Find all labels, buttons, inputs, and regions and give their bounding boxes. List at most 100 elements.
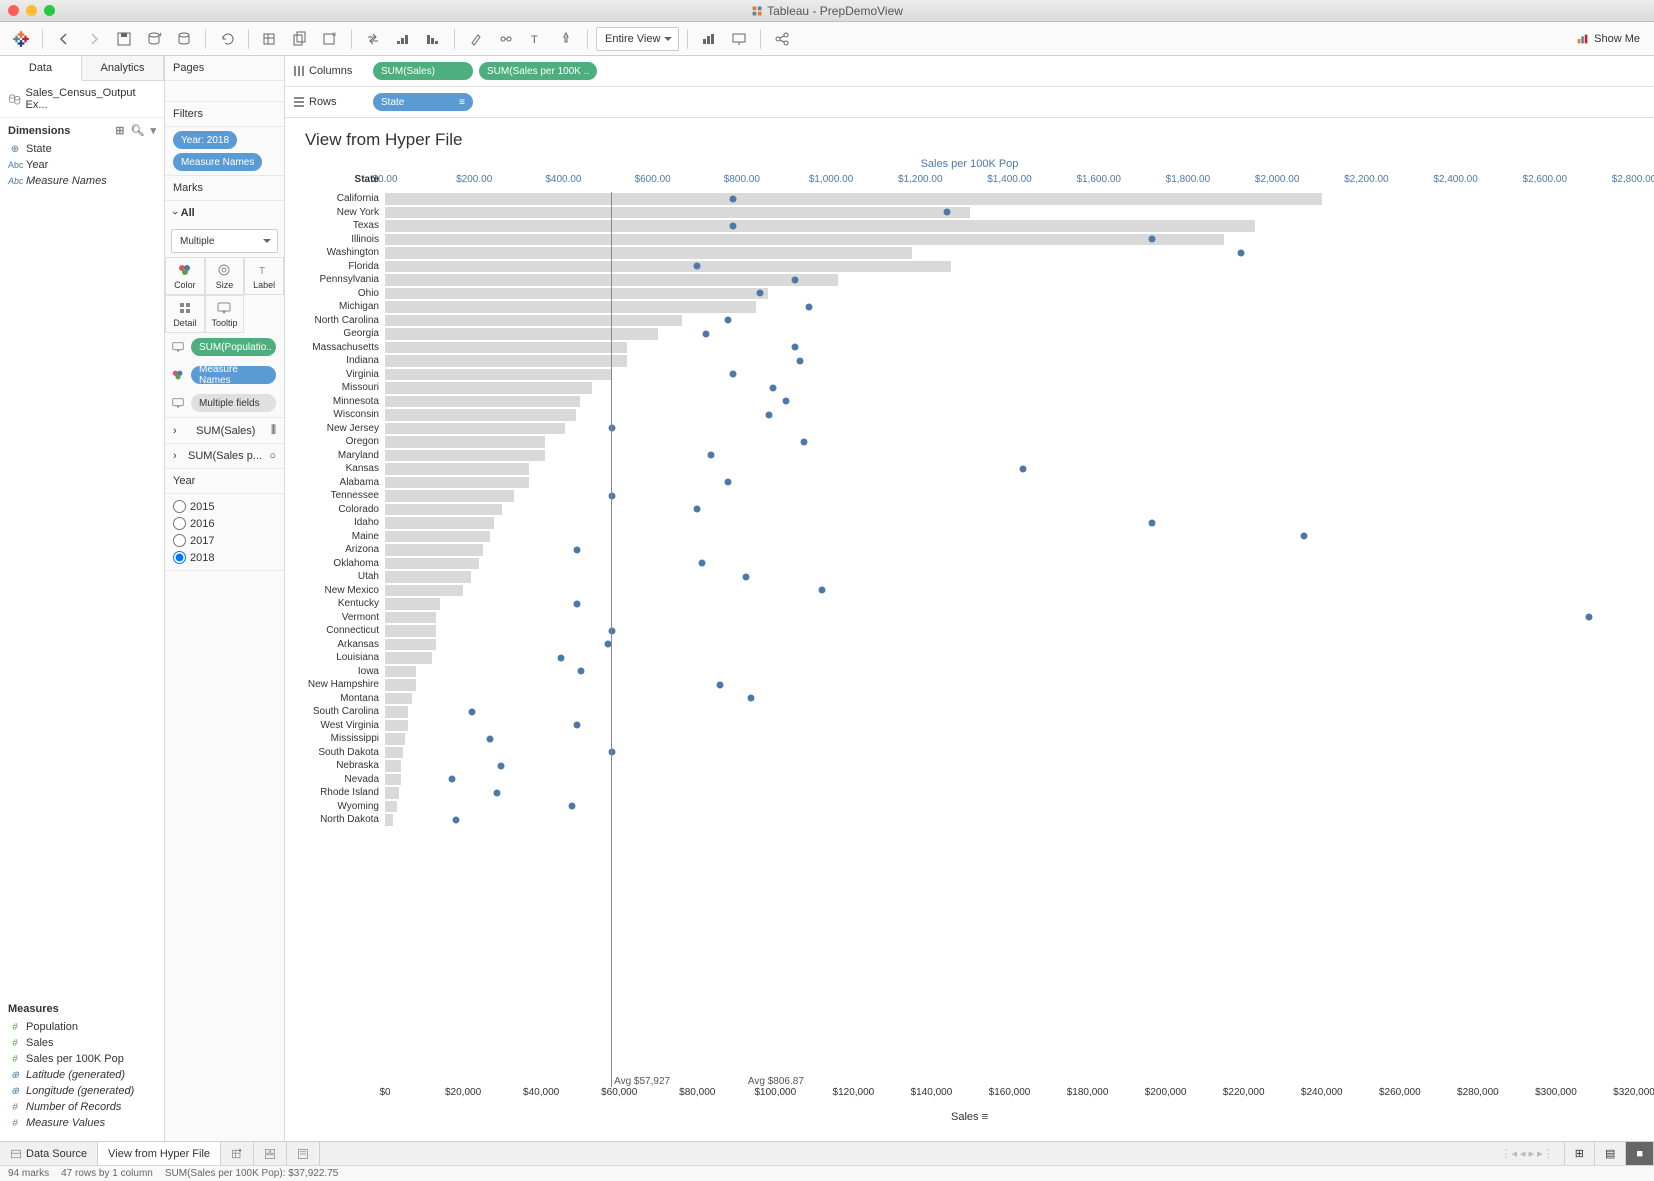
chart-row[interactable]: California <box>305 192 1634 206</box>
data-source-tab[interactable]: Data Source <box>0 1142 98 1165</box>
tab-data[interactable]: Data <box>0 56 82 81</box>
tab-analytics[interactable]: Analytics <box>82 56 164 80</box>
marks-sumsales-toggle[interactable]: SUM(Sales)⫼ <box>165 417 284 443</box>
clear-sheet-icon[interactable]: × <box>317 26 343 52</box>
year-option-2018[interactable]: 2018 <box>173 549 276 566</box>
marks-tooltip-button[interactable]: Tooltip <box>205 295 245 333</box>
year-option-2016[interactable]: 2016 <box>173 515 276 532</box>
datasource-item[interactable]: Sales_Census_Output Ex... <box>0 81 164 118</box>
mark-type-selector[interactable]: Multiple <box>171 229 278 253</box>
field-year[interactable]: AbcYear <box>8 157 156 173</box>
chart-row[interactable]: Michigan <box>305 300 1634 314</box>
chart-row[interactable]: Oklahoma <box>305 557 1634 571</box>
show-me-button[interactable]: Show Me <box>1570 30 1646 48</box>
tableau-logo-icon[interactable] <box>8 26 34 52</box>
sort-asc-icon[interactable] <box>390 26 416 52</box>
marks-detail-button[interactable]: Detail <box>165 295 205 333</box>
search-fields-icon[interactable]: 🔍︎ <box>131 124 145 137</box>
chart-row[interactable]: Nevada <box>305 773 1634 787</box>
presentation-icon[interactable] <box>726 26 752 52</box>
text-label-icon[interactable]: T <box>523 26 549 52</box>
chart-row[interactable]: Kansas <box>305 462 1634 476</box>
undo-icon[interactable] <box>214 26 240 52</box>
maximize-window-button[interactable] <box>44 5 55 16</box>
sort-desc-icon[interactable] <box>420 26 446 52</box>
chart-row[interactable]: Vermont <box>305 611 1634 625</box>
minimize-window-button[interactable] <box>26 5 37 16</box>
chart-row[interactable]: North Carolina <box>305 314 1634 328</box>
chart-row[interactable]: Wisconsin <box>305 408 1634 422</box>
chart-row[interactable]: New Mexico <box>305 584 1634 598</box>
marks-size-button[interactable]: Size <box>205 257 245 295</box>
filmstrip-nav[interactable]: ⋮◂ ◂ ▸ ▸⋮ <box>1490 1142 1564 1165</box>
chart-row[interactable]: Washington <box>305 246 1634 260</box>
chart-row[interactable]: Arizona <box>305 543 1634 557</box>
field-sales[interactable]: #Sales <box>8 1035 156 1051</box>
share-icon[interactable] <box>769 26 795 52</box>
marks-all-toggle[interactable]: All <box>165 201 284 225</box>
chart-row[interactable]: Iowa <box>305 665 1634 679</box>
filter-pill[interactable]: Measure Names <box>173 153 262 171</box>
pause-updates-icon[interactable] <box>171 26 197 52</box>
chart-row[interactable]: Kentucky <box>305 597 1634 611</box>
marks-pill[interactable]: Multiple fields <box>191 394 276 412</box>
swap-axes-icon[interactable] <box>360 26 386 52</box>
chart-row[interactable]: Wyoming <box>305 800 1634 814</box>
chart-row[interactable]: Louisiana <box>305 651 1634 665</box>
fit-selector[interactable]: Entire View <box>596 27 679 51</box>
chart-row[interactable]: Tennessee <box>305 489 1634 503</box>
back-button[interactable] <box>51 26 77 52</box>
menu-chevron-icon[interactable]: ▾ <box>150 124 156 137</box>
marks-color-button[interactable]: Color <box>165 257 205 295</box>
chart-row[interactable]: Colorado <box>305 503 1634 517</box>
field-measure-values[interactable]: #Measure Values <box>8 1115 156 1131</box>
chart-row[interactable]: Utah <box>305 570 1634 584</box>
field-latitude-generated-[interactable]: ⊕Latitude (generated) <box>8 1067 156 1083</box>
chart-row[interactable]: Idaho <box>305 516 1634 530</box>
new-story-tab[interactable] <box>287 1142 320 1165</box>
chart-row[interactable]: Montana <box>305 692 1634 706</box>
field-measure-names[interactable]: AbcMeasure Names <box>8 173 156 189</box>
marks-pill[interactable]: Measure Names <box>191 366 276 384</box>
marks-sumsalesper-toggle[interactable]: SUM(Sales p...○ <box>165 443 284 468</box>
new-worksheet-icon[interactable] <box>257 26 283 52</box>
columns-pill[interactable]: SUM(Sales per 100K .. <box>479 62 597 80</box>
duplicate-sheet-icon[interactable] <box>287 26 313 52</box>
chart-row[interactable]: North Dakota <box>305 813 1634 827</box>
chart-row[interactable]: South Dakota <box>305 746 1634 760</box>
new-data-icon[interactable]: + <box>141 26 167 52</box>
chart-row[interactable]: New York <box>305 206 1634 220</box>
rows-pill[interactable]: State ≡ <box>373 93 473 111</box>
chart-row[interactable]: Connecticut <box>305 624 1634 638</box>
new-dashboard-tab[interactable] <box>254 1142 287 1165</box>
group-icon[interactable] <box>493 26 519 52</box>
show-tabs-icon[interactable]: ■ <box>1626 1142 1654 1165</box>
viz-title[interactable]: View from Hyper File <box>305 130 1634 150</box>
chart-row[interactable]: Oregon <box>305 435 1634 449</box>
view-as-icon[interactable]: ⊞ <box>115 124 124 137</box>
chart-row[interactable]: Ohio <box>305 287 1634 301</box>
chart-row[interactable]: West Virginia <box>305 719 1634 733</box>
year-option-2015[interactable]: 2015 <box>173 498 276 515</box>
field-sales-per-100k-pop[interactable]: #Sales per 100K Pop <box>8 1051 156 1067</box>
show-filmstrip-icon[interactable]: ⊞ <box>1565 1142 1595 1165</box>
chart-row[interactable]: Arkansas <box>305 638 1634 652</box>
chart-row[interactable]: Maryland <box>305 449 1634 463</box>
field-longitude-generated-[interactable]: ⊕Longitude (generated) <box>8 1083 156 1099</box>
show-cards-icon[interactable] <box>696 26 722 52</box>
marks-label-button[interactable]: TLabel <box>244 257 284 295</box>
chart-row[interactable]: Rhode Island <box>305 786 1634 800</box>
chart-row[interactable]: Alabama <box>305 476 1634 490</box>
field-population[interactable]: #Population <box>8 1019 156 1035</box>
chart-canvas[interactable]: Sales per 100K Pop$0.00$200.00$400.00$60… <box>305 158 1634 1127</box>
chart-row[interactable]: Virginia <box>305 368 1634 382</box>
chart-row[interactable]: Indiana <box>305 354 1634 368</box>
chart-row[interactable]: Nebraska <box>305 759 1634 773</box>
chart-row[interactable]: Maine <box>305 530 1634 544</box>
rows-shelf[interactable]: Rows State ≡ <box>285 87 1654 118</box>
chart-row[interactable]: Florida <box>305 260 1634 274</box>
save-icon[interactable] <box>111 26 137 52</box>
sheet-tab-current[interactable]: View from Hyper File <box>98 1142 221 1165</box>
chart-row[interactable]: Massachusetts <box>305 341 1634 355</box>
columns-pill[interactable]: SUM(Sales) <box>373 62 473 80</box>
